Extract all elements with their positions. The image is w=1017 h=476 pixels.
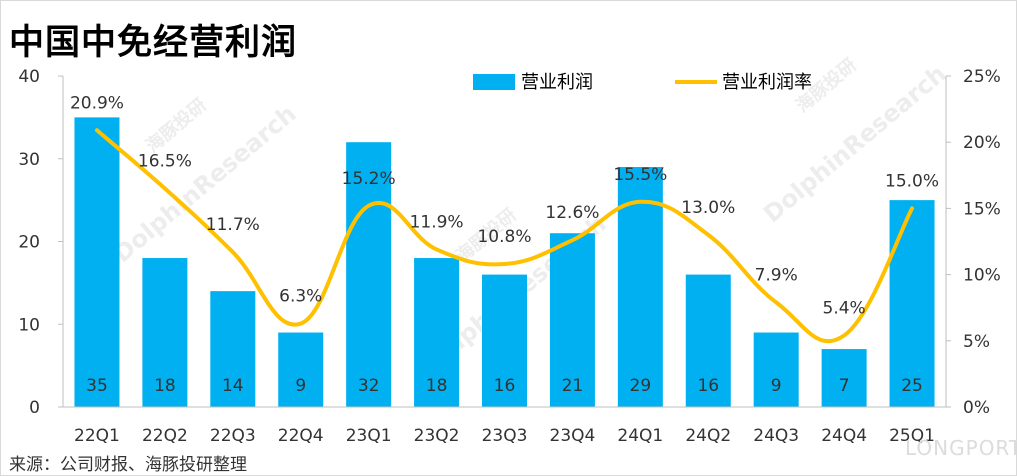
bar [753, 332, 799, 407]
margin-label: 6.3% [279, 287, 322, 307]
left-tick-label: 20 [18, 233, 40, 253]
margin-label: 12.6% [545, 203, 599, 223]
margin-label: 20.9% [70, 93, 124, 113]
bar [414, 258, 460, 407]
margin-label: 15.0% [885, 171, 939, 191]
bar-value-label: 9 [295, 376, 306, 396]
margin-label: 7.9% [755, 265, 798, 285]
legend-label-bar: 营业利润 [521, 72, 593, 93]
legend-label-line: 营业利润率 [722, 72, 812, 93]
bar-value-label: 32 [358, 376, 380, 396]
x-tick-label: 22Q3 [210, 426, 256, 446]
line-series [94, 128, 915, 344]
bar-value-label: 35 [86, 376, 108, 396]
bar [685, 274, 731, 407]
right-tick-label: 25% [963, 67, 1001, 87]
right-tick-label: 15% [963, 199, 1001, 219]
left-tick-label: 40 [18, 67, 40, 87]
bar [482, 274, 527, 407]
margin-label: 13.0% [681, 198, 735, 218]
left-y-axis: 0 10 20 30 40 [18, 67, 64, 418]
margin-label: 5.4% [823, 299, 866, 319]
x-tick-label: 24Q1 [617, 426, 663, 446]
source-note: 来源：公司财报、海豚投研整理 [9, 455, 247, 475]
x-tick-label: 24Q2 [685, 426, 731, 446]
bar [346, 142, 392, 407]
bar [889, 200, 935, 407]
bar [74, 117, 120, 407]
legend: 营业利润 营业利润率 [473, 72, 812, 93]
bar-value-label: 14 [222, 376, 244, 396]
bar-value-label: 9 [771, 376, 782, 396]
bar [821, 349, 867, 407]
bar-value-label: 18 [154, 376, 176, 396]
margin-line [94, 128, 915, 344]
x-tick-label: 25Q1 [889, 426, 935, 446]
bar [549, 233, 595, 407]
right-tick-label: 0% [963, 398, 990, 418]
legend-swatch-bar [473, 74, 515, 90]
bar-value-label: 29 [630, 376, 652, 396]
x-axis: 22Q1 22Q2 22Q3 22Q4 23Q1 23Q2 23Q3 23Q4 24Q1 24Q2… [63, 406, 946, 446]
bar-value-label: 21 [562, 376, 584, 396]
bar [142, 258, 188, 407]
x-tick-label: 22Q4 [278, 426, 324, 446]
right-tick-label: 20% [963, 133, 1001, 153]
bar [210, 291, 256, 407]
right-y-axis: 0% 5% 10% 15% 20% 25% [945, 67, 1001, 418]
bar-value-label: 7 [839, 376, 850, 396]
right-tick-label: 5% [963, 332, 990, 352]
margin-label: 11.9% [410, 212, 464, 232]
watermark-text: 海豚投研 [141, 94, 210, 157]
bar-value-label: 16 [494, 376, 516, 396]
x-tick-label: 23Q1 [346, 426, 392, 446]
x-tick-label: 24Q3 [753, 426, 799, 446]
bar-value-label: 16 [697, 376, 719, 396]
bar [278, 332, 324, 407]
left-tick-label: 0 [29, 398, 40, 418]
x-tick-label: 23Q4 [550, 426, 596, 446]
x-tick-label: 23Q2 [414, 426, 460, 446]
x-tick-label: 22Q1 [74, 426, 120, 446]
x-tick-label: 24Q4 [821, 426, 867, 446]
margin-label: 10.8% [477, 227, 531, 247]
margin-label: 15.2% [342, 169, 396, 189]
longport-logo: LONGPORT [905, 436, 1017, 460]
left-tick-label: 30 [18, 150, 40, 170]
bar-value-label: 18 [426, 376, 448, 396]
bar-value-label: 25 [901, 376, 923, 396]
margin-label: 15.5% [613, 165, 667, 185]
right-tick-label: 10% [963, 266, 1001, 286]
bar-value-labels: 35 18 14 9 32 18 16 21 29 16 9 7 25 [86, 376, 923, 396]
chart-title: 中国中免经营利润 [9, 23, 298, 63]
x-tick-label: 22Q2 [142, 426, 188, 446]
line-value-labels: 20.9% 16.5% 11.7% 6.3% 15.2% 11.9% 10.8% 12.6% 1… [70, 93, 939, 318]
margin-label: 11.7% [206, 215, 260, 235]
bar-series [74, 117, 935, 407]
x-tick-label: 23Q3 [482, 426, 528, 446]
left-tick-label: 10 [18, 315, 40, 335]
margin-label: 16.5% [138, 152, 192, 172]
watermark-text: DolphinResearch [108, 100, 301, 269]
